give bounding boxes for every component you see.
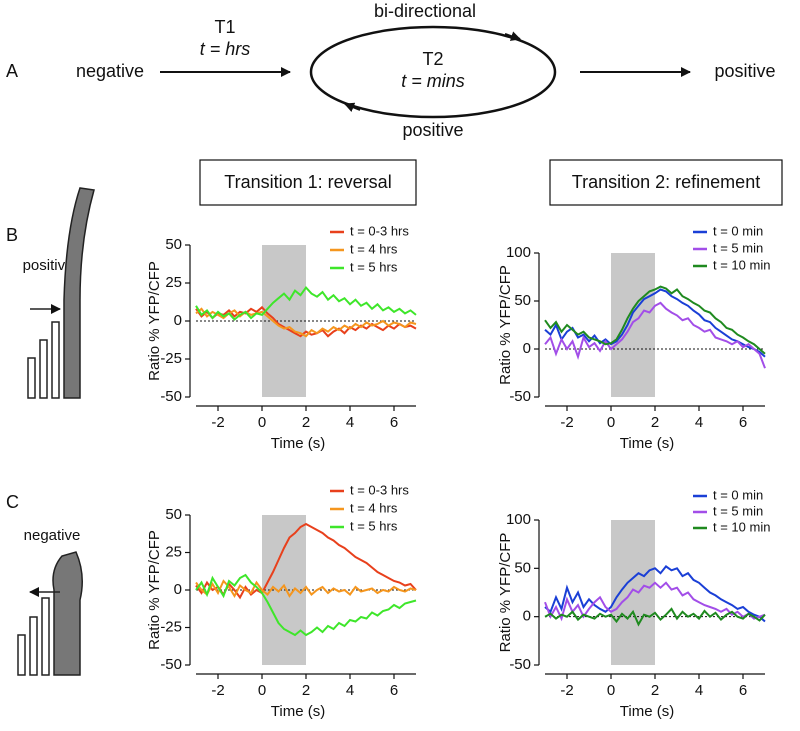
x-axis-title: Time (s) [271, 435, 325, 452]
x-tick-label: 0 [258, 682, 266, 699]
transition-time: t = mins [401, 71, 465, 91]
y-tick-label: 25 [165, 274, 182, 291]
x-tick-label: 4 [346, 682, 354, 699]
trace [195, 579, 417, 599]
y-tick-label: 50 [514, 292, 531, 309]
x-axis-title: Time (s) [620, 435, 674, 452]
trace [544, 285, 766, 355]
x-tick-label: 4 [695, 682, 703, 699]
y-axis-title: Ratio % YFP/CFP [497, 265, 514, 385]
y-tick-label: 50 [165, 506, 182, 523]
transition-label: T2 [422, 49, 443, 69]
state-label: negative [76, 61, 144, 81]
trace [544, 581, 766, 622]
y-tick-label: 100 [506, 511, 531, 528]
y-axis-title: Ratio % YFP/CFP [497, 533, 514, 653]
x-tick-label: 6 [739, 414, 747, 431]
legend-label: t = 4 hrs [350, 241, 398, 256]
header: Transition 2: refinement [572, 172, 760, 192]
legend-label: t = 5 hrs [350, 259, 398, 274]
x-tick-label: -2 [560, 414, 573, 431]
legend-label: t = 5 min [713, 240, 763, 255]
panel-label: C [6, 492, 19, 512]
x-axis-title: Time (s) [620, 703, 674, 720]
x-tick-label: -2 [211, 682, 224, 699]
trace [195, 305, 417, 338]
x-tick-label: -2 [211, 414, 224, 431]
x-tick-label: 6 [739, 682, 747, 699]
x-tick-label: 4 [346, 414, 354, 431]
x-tick-label: 2 [651, 414, 659, 431]
y-tick-label: -25 [160, 618, 182, 635]
x-tick-label: 6 [390, 682, 398, 699]
header: Transition 1: reversal [224, 172, 391, 192]
transition-label: T1 [214, 17, 235, 37]
y-axis-title: Ratio % YFP/CFP [146, 261, 163, 381]
legend-label: t = 0-3 hrs [350, 482, 409, 497]
x-tick-label: 4 [695, 414, 703, 431]
transition-time: t = hrs [200, 39, 251, 59]
x-tick-label: 2 [302, 682, 310, 699]
legend-label: t = 0-3 hrs [350, 223, 409, 238]
x-tick-label: 0 [258, 414, 266, 431]
header-box [199, 159, 417, 206]
x-axis-title: Time (s) [271, 703, 325, 720]
legend-label: t = 10 min [713, 257, 770, 272]
x-tick-label: 0 [607, 414, 615, 431]
panel-label: B [6, 225, 18, 245]
y-axis-title: Ratio % YFP/CFP [146, 530, 163, 650]
x-tick-label: 2 [302, 414, 310, 431]
y-tick-label: -25 [160, 350, 182, 367]
y-tick-label: -50 [160, 388, 182, 405]
trace [544, 288, 766, 358]
legend-label: t = 5 hrs [350, 518, 398, 533]
arrowhead [504, 31, 521, 41]
y-tick-label: 50 [165, 236, 182, 253]
trace [544, 607, 766, 627]
cartoon [27, 187, 95, 399]
stimulus-shade [611, 520, 655, 665]
trace [195, 522, 417, 600]
y-tick-label: -50 [509, 656, 531, 673]
trace [544, 565, 766, 623]
cartoon-label: negative [24, 527, 81, 544]
y-tick-label: 25 [165, 543, 182, 560]
trace [544, 301, 766, 369]
cartoon [17, 551, 83, 676]
arrowhead [344, 102, 361, 112]
cycle-label: positive [402, 120, 463, 140]
legend-label: t = 5 min [713, 503, 763, 518]
y-tick-label: 0 [174, 581, 182, 598]
x-tick-label: 2 [651, 682, 659, 699]
x-tick-label: -2 [560, 682, 573, 699]
y-tick-label: 0 [523, 340, 531, 357]
cycle [309, 25, 557, 119]
y-tick-label: -50 [160, 656, 182, 673]
y-tick-label: 50 [514, 559, 531, 576]
cycle-label: bi-directional [374, 1, 476, 21]
y-tick-label: -50 [509, 388, 531, 405]
stimulus-shade [611, 253, 655, 397]
panel-label: A [6, 61, 18, 81]
x-tick-label: 6 [390, 414, 398, 431]
trace [195, 286, 417, 321]
legend-label: t = 0 min [713, 223, 763, 238]
x-tick-label: 0 [607, 682, 615, 699]
legend-label: t = 0 min [713, 487, 763, 502]
y-tick-label: 0 [523, 608, 531, 625]
legend-label: t = 4 hrs [350, 500, 398, 515]
state-label: positive [714, 61, 775, 81]
trace [195, 307, 417, 338]
y-tick-label: 0 [174, 312, 182, 329]
trace [195, 573, 417, 637]
cartoon-label: positive [23, 257, 74, 274]
header-box [549, 159, 783, 206]
legend-label: t = 10 min [713, 519, 770, 534]
y-tick-label: 100 [506, 244, 531, 261]
